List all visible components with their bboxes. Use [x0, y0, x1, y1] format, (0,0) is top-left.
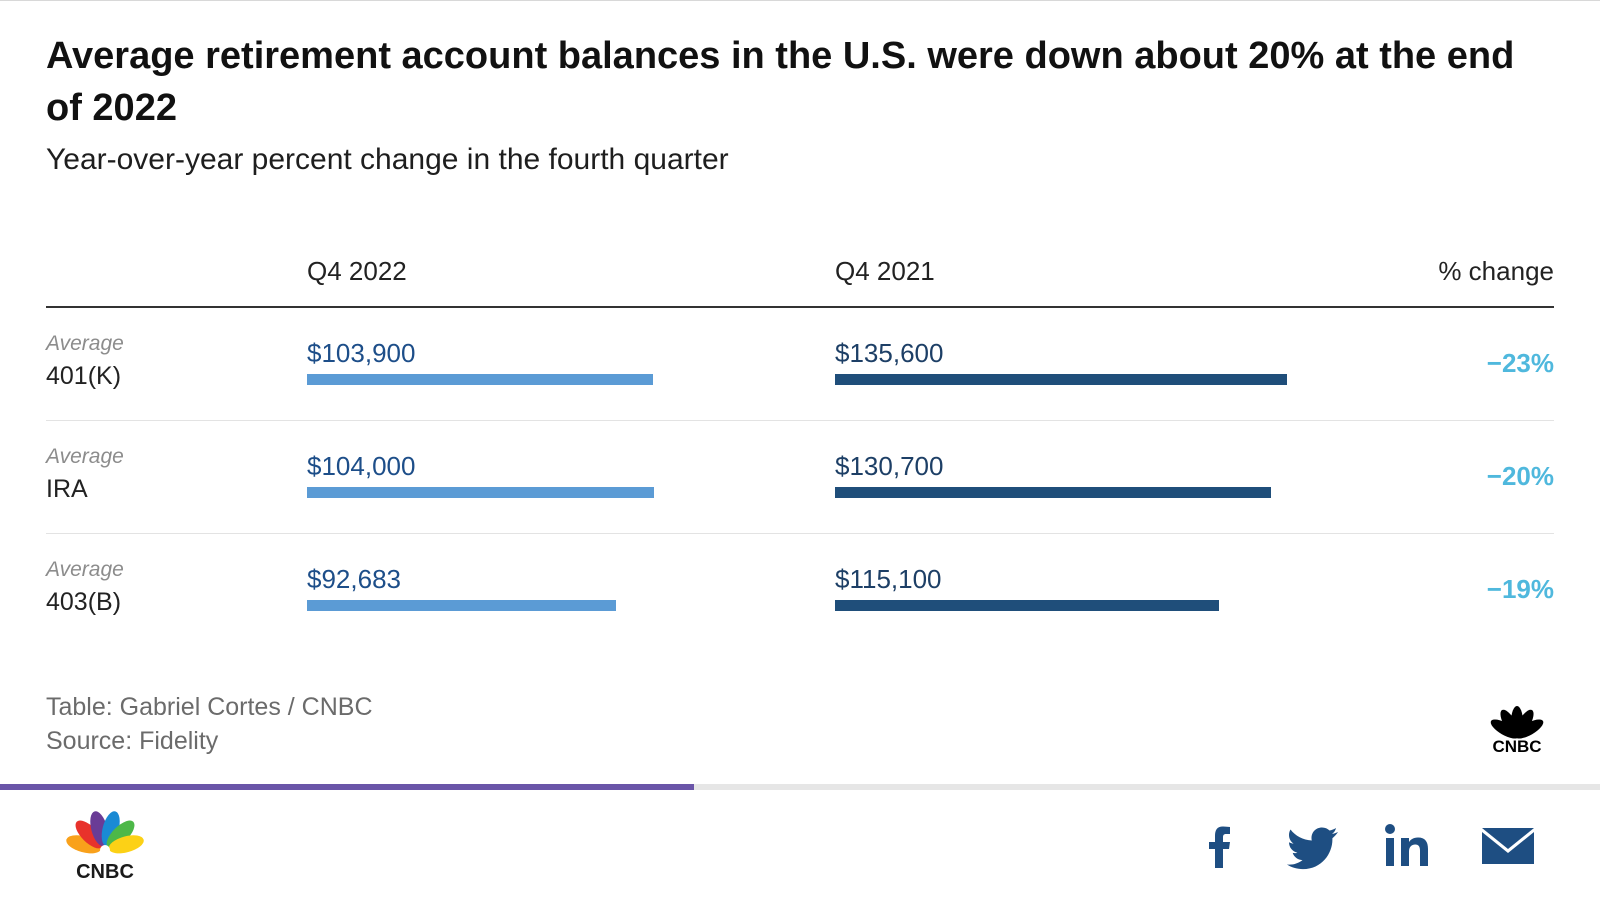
chart-title: Average retirement account balances in t… [46, 35, 1515, 129]
bar-q4-2021 [835, 600, 1219, 611]
row-prefix-label: Average [46, 332, 124, 355]
column-header-q4-2022: Q4 2022 [307, 256, 407, 286]
source-credit: Source: Fidelity [46, 727, 219, 755]
linkedin-icon[interactable] [1380, 816, 1440, 876]
progress-bar-fill [0, 784, 695, 790]
row-category-label: 403(B) [46, 588, 122, 616]
data-label-q4-2021: $130,700 [835, 451, 944, 481]
row-divider [46, 420, 1554, 421]
row-divider [46, 533, 1554, 534]
bar-q4-2022 [307, 600, 616, 611]
table-row: Average IRA $104,000 $130,700 −20% [0, 421, 1600, 534]
data-label-q4-2021: $135,600 [835, 338, 944, 368]
data-label-q4-2022: $92,683 [307, 564, 401, 594]
percent-change-value: −20% [1486, 461, 1554, 491]
chart-subtitle: Year-over-year percent change in the fou… [46, 143, 729, 176]
top-divider [0, 0, 1600, 1]
cnbc-logo: CNBC [66, 811, 144, 882]
table-row: Average 401(K) $103,900 $135,600 −23% [0, 308, 1600, 421]
row-prefix-label: Average [46, 445, 124, 468]
cnbc-logo-small: CNBC [1490, 706, 1544, 754]
cnbc-logo-text: CNBC [76, 861, 134, 882]
data-label-q4-2022: $104,000 [307, 451, 416, 481]
table-row: Average 403(B) $92,683 $115,100 −19% [0, 534, 1600, 647]
column-header-percent-change: % change [1438, 256, 1554, 286]
data-label-q4-2022: $103,900 [307, 338, 416, 368]
table-credit: Table: Gabriel Cortes / CNBC [46, 693, 373, 721]
facebook-icon[interactable] [1190, 816, 1250, 876]
bar-q4-2022 [307, 374, 653, 385]
row-category-label: IRA [46, 475, 88, 503]
column-header-q4-2021: Q4 2021 [835, 256, 935, 286]
data-label-q4-2021: $115,100 [835, 564, 942, 594]
email-icon[interactable] [1478, 816, 1538, 876]
percent-change-value: −19% [1486, 574, 1554, 604]
twitter-icon[interactable] [1284, 816, 1344, 876]
percent-change-value: −23% [1486, 348, 1554, 378]
bar-q4-2021 [835, 487, 1271, 498]
row-prefix-label: Average [46, 558, 124, 581]
bar-q4-2021 [835, 374, 1287, 385]
row-category-label: 401(K) [46, 362, 122, 390]
header-rule [46, 306, 1554, 308]
bar-q4-2022 [307, 487, 654, 498]
progress-bar [0, 784, 1600, 790]
peacock-feather [108, 835, 144, 854]
cnbc-logo-small-text: CNBC [1492, 737, 1541, 754]
